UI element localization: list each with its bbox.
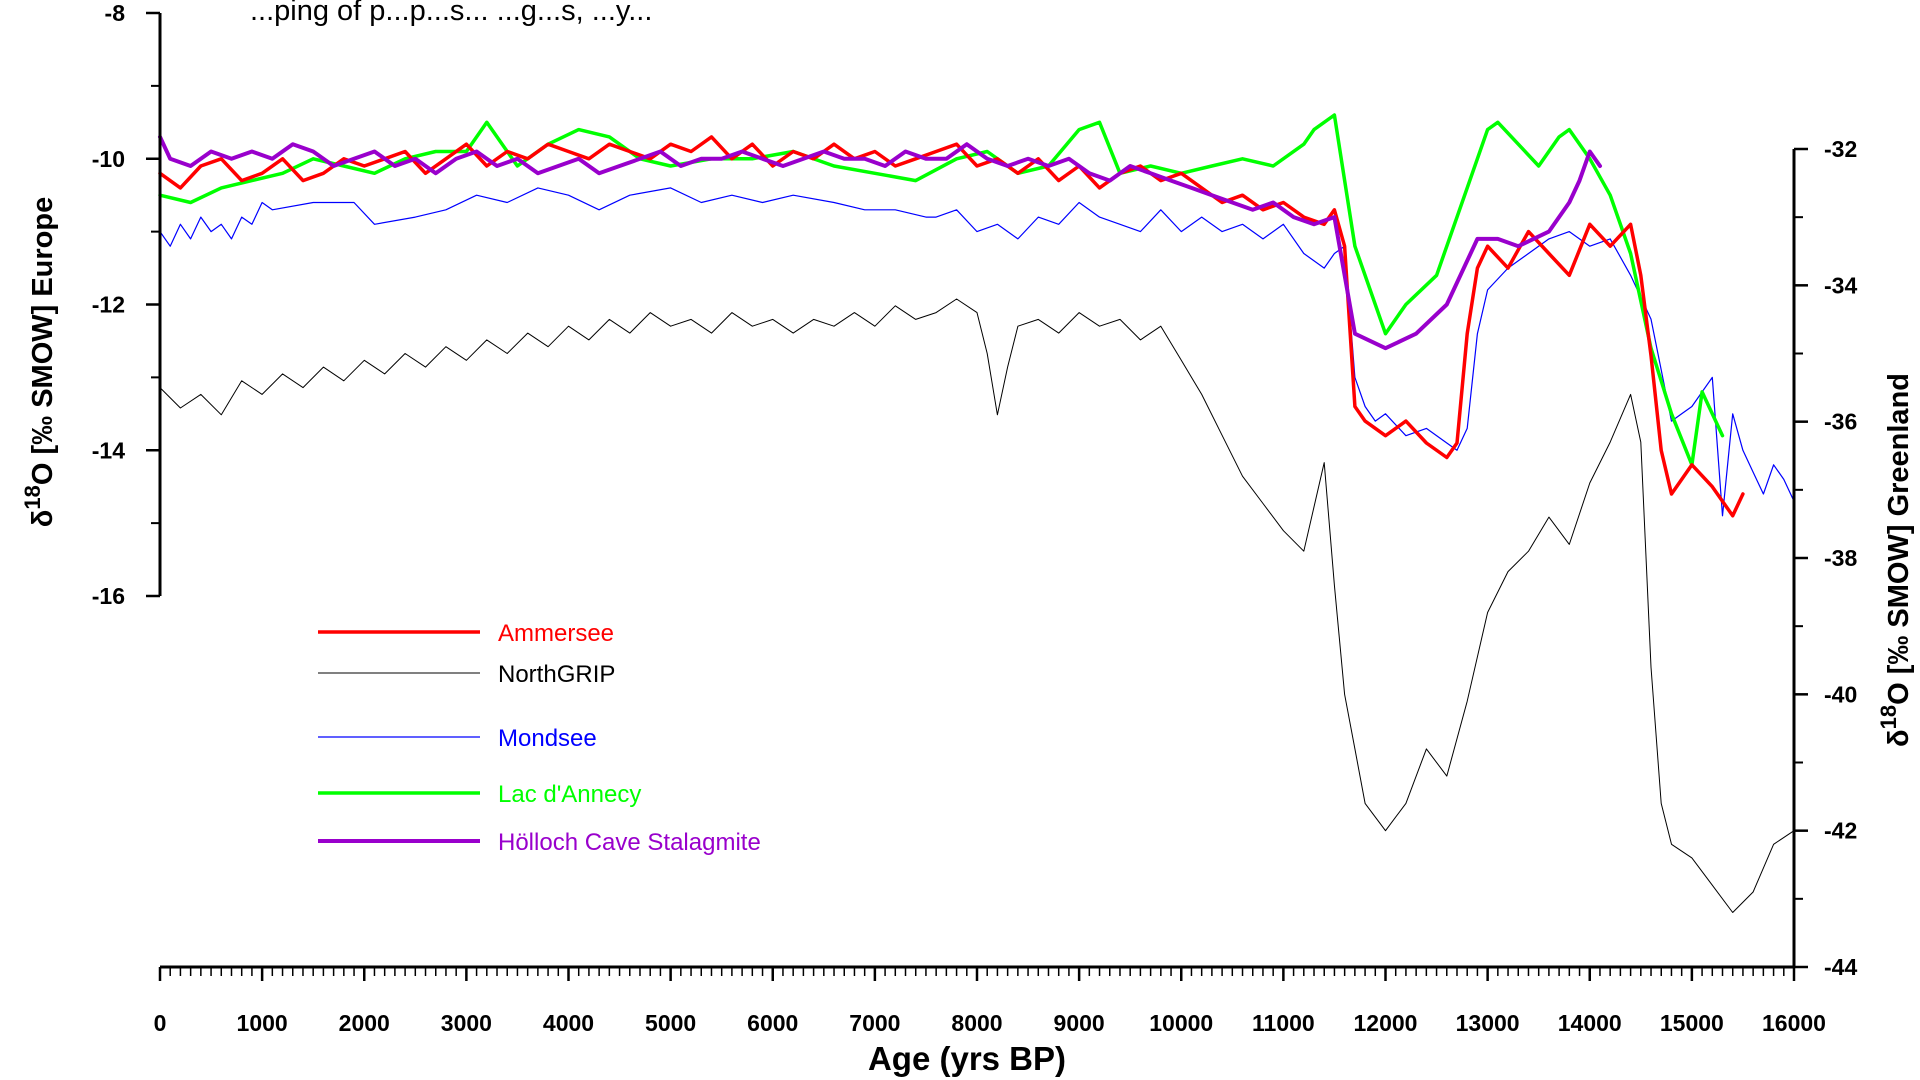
x-tick-label: 13000 [1456, 1010, 1520, 1036]
series-line-ammersee [158, 135, 1745, 518]
x-axis: 0 1000 2000 3000 4000 5000 6000 7000 8000 9000 100… [154, 965, 1826, 1036]
x-tick-label: 8000 [951, 1010, 1002, 1036]
plot-area [158, 113, 1795, 913]
x-tick-label: 11000 [1252, 1010, 1315, 1036]
y-right-tick-label: -44 [1824, 954, 1857, 980]
y-right-tick-label: -36 [1824, 409, 1857, 435]
x-tick-label: 0 [154, 1010, 167, 1036]
x-tick-label: 4000 [543, 1010, 594, 1036]
x-axis-label: Age (yrs BP) [868, 1040, 1066, 1077]
x-tick-label: 5000 [645, 1010, 696, 1036]
y-left-tick-label: -8 [105, 0, 126, 26]
x-tick-label: 14000 [1558, 1010, 1622, 1036]
y-right-tick-label: -42 [1824, 818, 1857, 844]
series-line-h-lloch-cave-stalagmite [158, 134, 1602, 351]
legend-label: Lac d'Annecy [498, 781, 641, 808]
x-tick-label: 10000 [1149, 1010, 1213, 1036]
y-axis-right: -32 -34 -36 -38 -40 -42 -44 [1792, 136, 1857, 980]
legend-label: Mondsee [498, 725, 597, 752]
y-right-tick-label: -38 [1824, 545, 1857, 571]
y-left-tick-label: -10 [92, 146, 125, 172]
y-right-tick-label: -32 [1824, 136, 1857, 162]
y-axis-left: -8 -10 -12 -14 -16 [92, 0, 162, 609]
x-tick-label: 2000 [339, 1010, 390, 1036]
y-axis-right-label: δ18O [‰ SMOW] Greenland [1876, 373, 1915, 747]
y-left-tick-label: -12 [92, 292, 125, 318]
legend: Ammersee NorthGRIP Mondsee Lac d'Annecy Höll… [318, 620, 761, 856]
y-left-tick-label: -14 [92, 437, 125, 463]
series-line-northgrip [159, 298, 1795, 913]
x-tick-label: 9000 [1054, 1010, 1105, 1036]
y-right-tick-label: -40 [1824, 681, 1857, 707]
x-tick-label: 3000 [441, 1010, 492, 1036]
x-tick-label: 15000 [1660, 1010, 1724, 1036]
x-tick-label: 6000 [747, 1010, 798, 1036]
x-tick-label: 7000 [849, 1010, 900, 1036]
cropped-title-fragment: ...ping of p...p...s... ...g...s, ...y..… [250, 0, 652, 27]
legend-label: Ammersee [498, 620, 614, 647]
y-right-tick-label: -34 [1824, 272, 1857, 298]
series-line-mondsee [159, 187, 1795, 517]
legend-label: Hölloch Cave Stalagmite [498, 829, 761, 856]
y-axis-left-label: δ18O [‰ SMOW] Europe [20, 197, 59, 527]
y-left-tick-label: -16 [92, 583, 125, 609]
legend-label: NorthGRIP [498, 661, 615, 688]
x-tick-label: 12000 [1354, 1010, 1418, 1036]
x-tick-label: 16000 [1762, 1010, 1826, 1036]
x-tick-label: 1000 [237, 1010, 288, 1036]
series-line-lac-d-annecy [158, 113, 1725, 467]
